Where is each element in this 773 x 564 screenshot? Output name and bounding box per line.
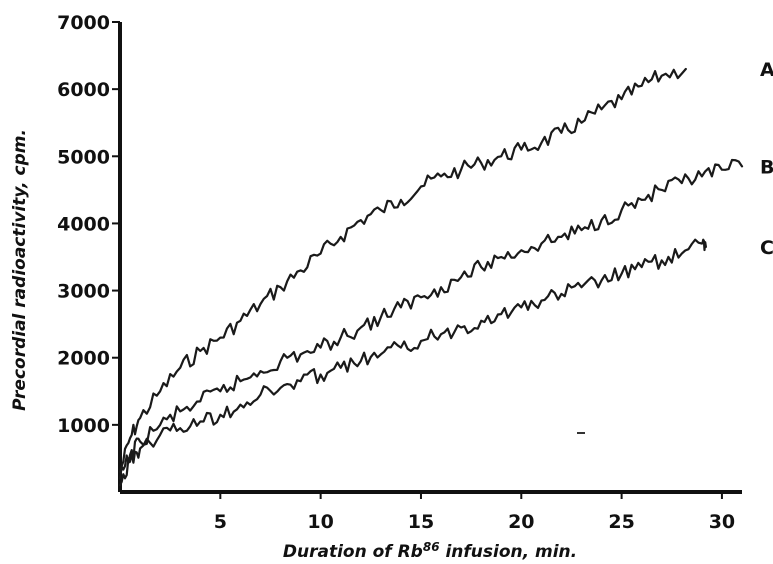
x-tick-label: 5: [214, 511, 227, 533]
series-labels: A B C: [760, 59, 773, 259]
y-tick-label: 1000: [57, 415, 110, 437]
x-axis-title: Duration of Rb86 infusion, min.: [283, 540, 577, 562]
y-tick-label: 2000: [57, 348, 110, 370]
series-line-c: [118, 238, 707, 487]
y-tick-label: 5000: [57, 146, 110, 168]
speck-mark: [577, 432, 585, 434]
series-label-c: C: [760, 237, 773, 259]
y-tick-label: 3000: [57, 281, 110, 303]
x-tick-label: 10: [307, 511, 333, 533]
series-line-a: [118, 67, 687, 473]
y-axis-title: Precordial radioactivity, cpm.: [10, 129, 30, 411]
series-line-b: [118, 158, 744, 480]
y-tick-label: 6000: [57, 79, 110, 101]
series-label-a: A: [760, 59, 773, 81]
series-lines: [118, 67, 744, 487]
x-tick-label: 25: [608, 511, 634, 533]
series-label-b: B: [760, 156, 773, 178]
y-ticks: 1000 2000 3000 4000 5000 6000 7000: [57, 12, 120, 437]
y-tick-label: 4000: [57, 213, 110, 235]
x-ticks: 5 10 15 20 25 30: [214, 492, 735, 533]
x-tick-label: 15: [408, 511, 434, 533]
x-tick-label: 20: [508, 511, 534, 533]
y-tick-label: 7000: [57, 12, 110, 34]
x-tick-label: 30: [709, 511, 735, 533]
